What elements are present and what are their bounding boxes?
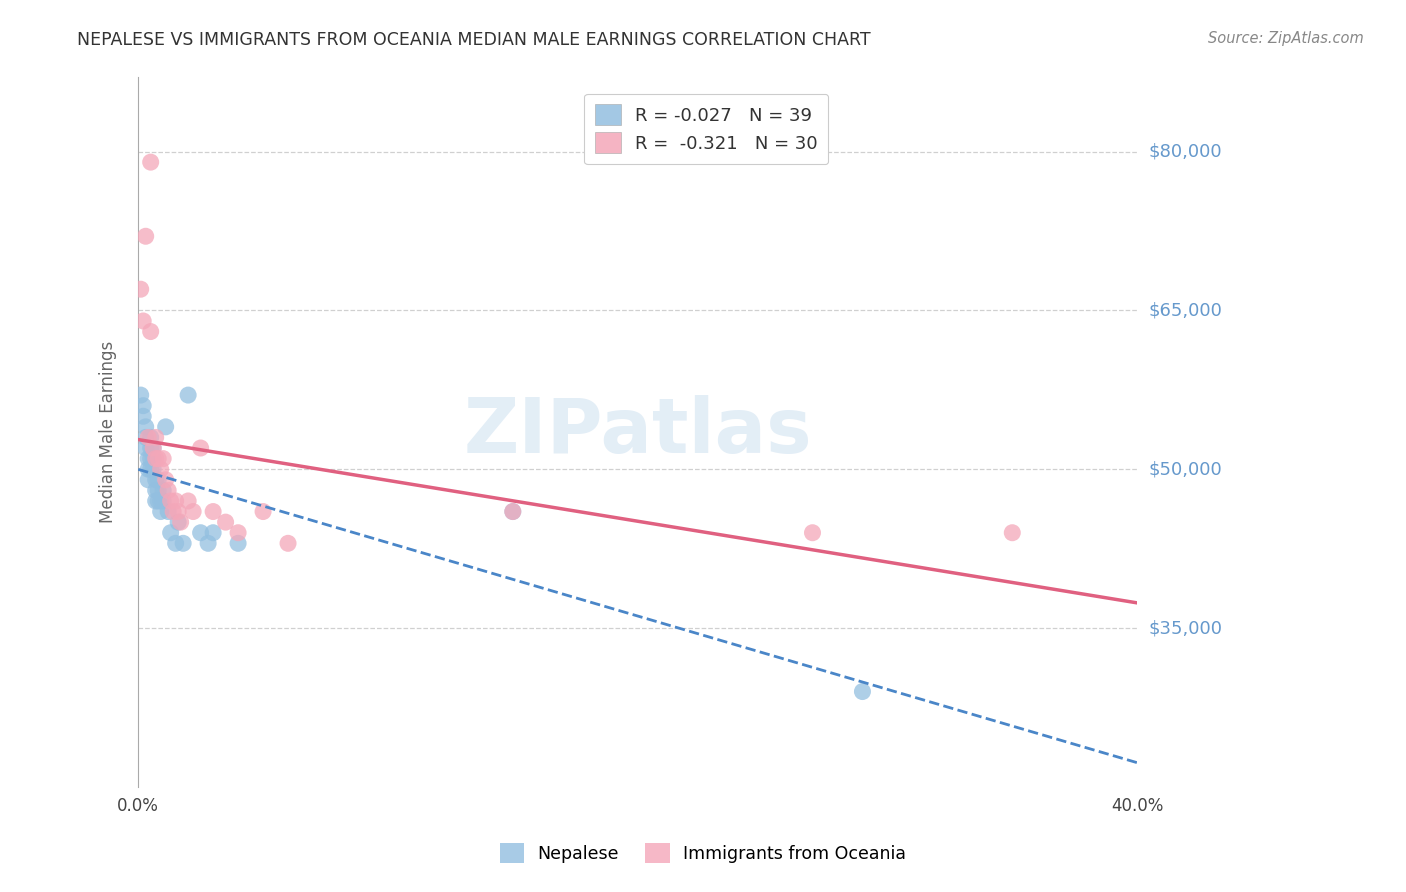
Text: $65,000: $65,000 (1149, 301, 1222, 319)
Y-axis label: Median Male Earnings: Median Male Earnings (100, 341, 117, 524)
Point (145, 451, 167, 466)
Point (159, 525, 181, 540)
Point (142, 441, 165, 455)
Point (149, 504, 172, 518)
Point (165, 536, 187, 550)
Point (132, 314, 155, 328)
Point (132, 399, 155, 413)
Point (157, 483, 180, 498)
Point (136, 451, 159, 466)
Point (149, 462, 172, 476)
Point (226, 536, 249, 550)
Point (146, 494, 169, 508)
Point (146, 473, 169, 487)
Point (129, 388, 152, 402)
Point (145, 473, 167, 487)
Point (152, 494, 174, 508)
Point (502, 504, 524, 518)
Point (142, 462, 165, 476)
Point (135, 229, 157, 244)
Point (136, 430, 159, 444)
Point (136, 462, 159, 476)
Point (226, 525, 249, 540)
Point (252, 504, 274, 518)
Point (214, 515, 236, 529)
Point (181, 504, 204, 518)
Point (145, 494, 167, 508)
Text: $35,000: $35,000 (1149, 619, 1222, 637)
Legend: R = -0.027   N = 39, R =  -0.321   N = 30: R = -0.027 N = 39, R = -0.321 N = 30 (585, 94, 828, 164)
Text: $50,000: $50,000 (1149, 460, 1222, 478)
Point (202, 504, 225, 518)
Point (177, 494, 200, 508)
Point (152, 483, 174, 498)
Point (139, 462, 162, 476)
Point (145, 483, 167, 498)
Point (139, 430, 162, 444)
Point (139, 325, 162, 339)
Legend: Nepalese, Immigrants from Oceania: Nepalese, Immigrants from Oceania (492, 836, 914, 870)
Point (190, 441, 212, 455)
Point (135, 430, 157, 444)
Point (197, 536, 219, 550)
Point (172, 536, 194, 550)
Point (169, 515, 191, 529)
Point (152, 451, 174, 466)
Point (155, 420, 177, 434)
Point (502, 504, 524, 518)
Point (132, 409, 155, 424)
Point (202, 525, 225, 540)
Point (135, 420, 157, 434)
Point (146, 483, 169, 498)
Point (165, 494, 187, 508)
Point (159, 494, 181, 508)
Text: $80,000: $80,000 (1149, 143, 1222, 161)
Point (129, 282, 152, 296)
Point (190, 525, 212, 540)
Point (177, 388, 200, 402)
Point (139, 155, 162, 169)
Text: ZIPatlas: ZIPatlas (464, 395, 813, 469)
Point (139, 441, 162, 455)
Point (167, 504, 190, 518)
Point (142, 451, 165, 466)
Point (145, 430, 167, 444)
Point (146, 451, 169, 466)
Point (139, 451, 162, 466)
Point (155, 473, 177, 487)
Point (167, 515, 190, 529)
Point (277, 536, 299, 550)
Point (851, 684, 873, 698)
Text: Source: ZipAtlas.com: Source: ZipAtlas.com (1208, 31, 1364, 46)
Text: NEPALESE VS IMMIGRANTS FROM OCEANIA MEDIAN MALE EARNINGS CORRELATION CHART: NEPALESE VS IMMIGRANTS FROM OCEANIA MEDI… (77, 31, 870, 49)
Point (157, 504, 180, 518)
Point (142, 441, 165, 455)
Point (136, 473, 159, 487)
Point (162, 504, 184, 518)
Point (1001, 525, 1024, 540)
Point (149, 494, 172, 508)
Point (801, 525, 824, 540)
Point (135, 441, 157, 455)
